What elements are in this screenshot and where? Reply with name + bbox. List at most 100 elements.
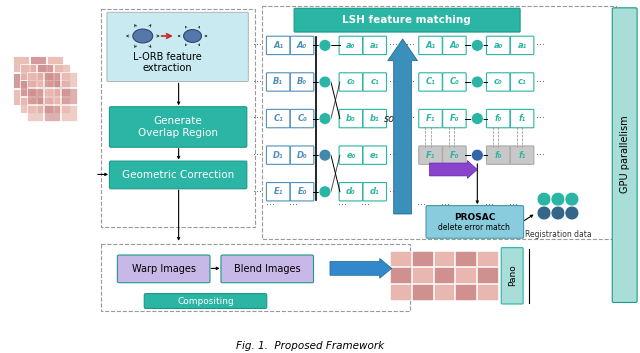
FancyBboxPatch shape <box>339 73 363 91</box>
FancyBboxPatch shape <box>117 255 210 283</box>
Bar <box>390 284 411 300</box>
Text: c₀: c₀ <box>346 77 355 86</box>
Bar <box>61 72 77 88</box>
Bar <box>262 6 616 239</box>
Circle shape <box>319 113 331 125</box>
FancyArrow shape <box>330 258 392 278</box>
Bar <box>390 267 411 283</box>
FancyBboxPatch shape <box>339 109 363 128</box>
Text: ···: ··· <box>289 200 298 210</box>
FancyBboxPatch shape <box>419 36 442 55</box>
Bar <box>20 80 36 96</box>
FancyBboxPatch shape <box>363 36 387 55</box>
Bar <box>13 89 29 105</box>
Bar <box>13 73 29 88</box>
Circle shape <box>319 149 331 161</box>
Text: A₀: A₀ <box>449 41 460 50</box>
Text: F₀: F₀ <box>450 114 459 123</box>
FancyBboxPatch shape <box>486 73 510 91</box>
Bar <box>37 80 53 96</box>
FancyBboxPatch shape <box>363 73 387 91</box>
Bar <box>433 251 454 267</box>
Bar <box>47 73 63 88</box>
Text: C₀: C₀ <box>297 114 307 123</box>
Text: PROSAC: PROSAC <box>454 214 495 222</box>
Text: e₀: e₀ <box>346 151 355 160</box>
Bar <box>101 244 410 311</box>
Text: b₀: b₀ <box>346 114 356 123</box>
Bar <box>30 73 46 88</box>
Text: ···: ··· <box>388 187 397 197</box>
Bar <box>28 105 44 121</box>
FancyBboxPatch shape <box>266 146 290 164</box>
Text: ···: ··· <box>406 40 415 50</box>
Text: F₁: F₁ <box>426 114 435 123</box>
Bar <box>47 56 63 72</box>
Text: c₁: c₁ <box>518 77 527 86</box>
Bar <box>477 267 498 283</box>
Circle shape <box>565 192 579 206</box>
FancyBboxPatch shape <box>294 8 520 32</box>
FancyBboxPatch shape <box>266 73 290 91</box>
Text: delete error match: delete error match <box>438 223 510 232</box>
FancyBboxPatch shape <box>291 109 314 128</box>
Text: f₀: f₀ <box>495 151 502 160</box>
FancyBboxPatch shape <box>443 109 466 128</box>
FancyBboxPatch shape <box>363 146 387 164</box>
Text: ···: ··· <box>388 150 397 160</box>
Text: f₁: f₁ <box>518 151 525 160</box>
FancyBboxPatch shape <box>339 183 363 201</box>
Text: Registration data: Registration data <box>525 230 591 239</box>
Circle shape <box>537 192 551 206</box>
FancyBboxPatch shape <box>144 294 267 309</box>
Text: L-ORB feature
extraction: L-ORB feature extraction <box>133 52 202 73</box>
Text: d₁: d₁ <box>370 187 380 196</box>
Bar <box>30 89 46 105</box>
FancyBboxPatch shape <box>363 109 387 128</box>
Circle shape <box>565 206 579 220</box>
Text: A₁: A₁ <box>273 41 284 50</box>
Text: sort: sort <box>384 114 403 124</box>
FancyBboxPatch shape <box>510 36 534 55</box>
Text: Generate
Overlap Region: Generate Overlap Region <box>138 116 218 138</box>
Circle shape <box>551 206 565 220</box>
Bar <box>37 64 53 79</box>
Bar <box>61 105 77 121</box>
Text: ···: ··· <box>253 150 262 160</box>
FancyBboxPatch shape <box>443 36 466 55</box>
Bar <box>477 284 498 300</box>
Text: ···: ··· <box>536 40 545 50</box>
Text: b₁: b₁ <box>370 114 380 123</box>
Bar <box>54 64 70 79</box>
Text: ···: ··· <box>388 77 397 87</box>
Text: ···: ··· <box>406 114 415 124</box>
Text: f₁: f₁ <box>518 114 525 123</box>
Bar <box>44 72 60 88</box>
Text: E₁: E₁ <box>273 187 283 196</box>
Text: e₁: e₁ <box>370 151 380 160</box>
FancyBboxPatch shape <box>339 36 363 55</box>
Text: ···: ··· <box>339 200 348 210</box>
FancyBboxPatch shape <box>419 146 442 164</box>
Bar <box>477 251 498 267</box>
Text: ···: ··· <box>253 187 262 197</box>
Bar <box>61 88 77 104</box>
FancyBboxPatch shape <box>291 36 314 55</box>
Text: f₀: f₀ <box>495 114 502 123</box>
Text: d₀: d₀ <box>346 187 356 196</box>
FancyArrow shape <box>388 39 417 214</box>
Circle shape <box>319 76 331 88</box>
Bar <box>28 88 44 104</box>
Text: LSH feature matching: LSH feature matching <box>342 15 471 25</box>
Text: A₀: A₀ <box>297 41 307 50</box>
FancyBboxPatch shape <box>107 12 248 82</box>
FancyBboxPatch shape <box>443 146 466 164</box>
Text: a₀: a₀ <box>493 41 503 50</box>
FancyBboxPatch shape <box>486 109 510 128</box>
Bar <box>47 89 63 105</box>
FancyBboxPatch shape <box>109 161 247 189</box>
Bar <box>433 284 454 300</box>
FancyBboxPatch shape <box>501 247 523 304</box>
Text: ···: ··· <box>406 77 415 87</box>
Text: ···: ··· <box>266 200 275 210</box>
